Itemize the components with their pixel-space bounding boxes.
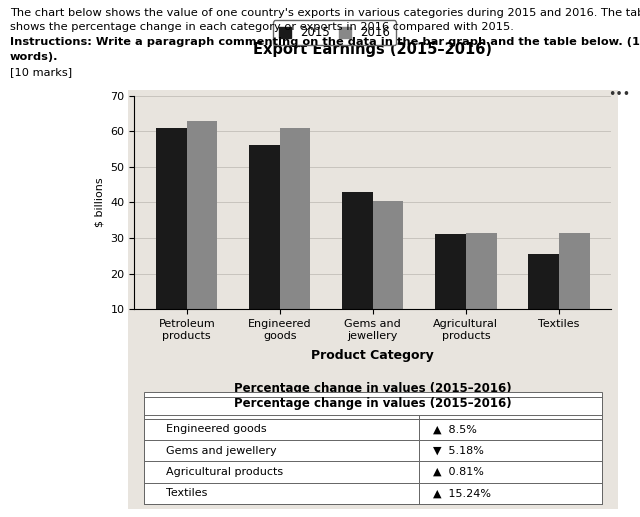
Text: Instructions: Write a paragraph commenting on the data in the bar graph and the : Instructions: Write a paragraph commenti…: [10, 37, 640, 47]
Y-axis label: $ billions: $ billions: [95, 178, 105, 227]
Bar: [342, 192, 372, 345]
Text: words).: words).: [10, 52, 58, 62]
FancyBboxPatch shape: [144, 392, 602, 416]
Bar: [249, 145, 280, 345]
Bar: [187, 120, 218, 345]
Bar: [156, 128, 187, 345]
Title: Export Earnings (2015–2016): Export Earnings (2015–2016): [253, 42, 492, 57]
Bar: [528, 254, 559, 345]
Bar: [280, 128, 310, 345]
Text: [10 marks]: [10 marks]: [10, 67, 72, 77]
Text: The chart below shows the value of one country's exports in various categories d: The chart below shows the value of one c…: [10, 8, 640, 18]
Text: shows the percentage change in each category or exports in 2016 compared with 20: shows the percentage change in each cate…: [10, 22, 513, 32]
Legend: 2015, 2016: 2015, 2016: [273, 20, 396, 45]
Text: •••: •••: [608, 88, 630, 101]
Bar: [466, 233, 497, 345]
Text: Percentage change in values (2015–2016): Percentage change in values (2015–2016): [234, 382, 511, 395]
X-axis label: Product Category: Product Category: [312, 349, 434, 362]
Text: Percentage change in values (2015–2016): Percentage change in values (2015–2016): [234, 397, 511, 410]
Bar: [372, 201, 403, 345]
Bar: [435, 234, 466, 345]
Bar: [559, 233, 589, 345]
